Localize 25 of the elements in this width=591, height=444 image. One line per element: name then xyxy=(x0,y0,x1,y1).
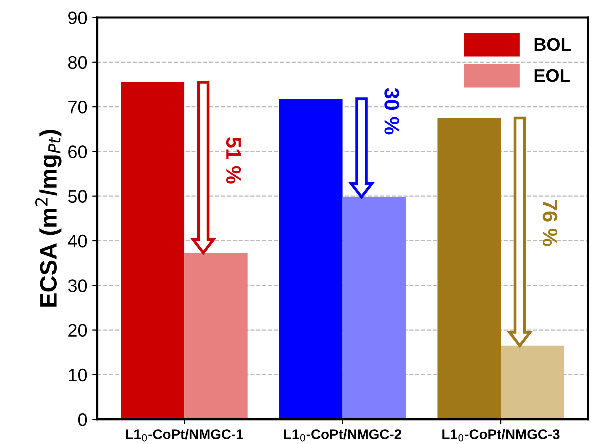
bar xyxy=(121,82,185,420)
y-tick-label: 20 xyxy=(68,324,88,338)
x-tick-label: L1$_{0}$-CoPt/NMGC-3 xyxy=(442,429,560,442)
bar xyxy=(184,253,248,420)
y-tick-label: 10 xyxy=(69,368,88,382)
y-tick-label: 70 xyxy=(68,100,88,114)
y-tick-label: 90 xyxy=(68,12,88,24)
bar xyxy=(342,197,406,420)
legend-label: EOL xyxy=(534,69,570,82)
y-tick-label: 0 xyxy=(78,414,88,426)
annotation: 76 % xyxy=(542,200,558,246)
bar xyxy=(279,99,343,420)
bar xyxy=(501,346,564,420)
legend-label: BOL xyxy=(534,38,572,52)
bar xyxy=(438,118,502,420)
y-tick-label: 30 xyxy=(68,280,88,292)
annotation: 51 % xyxy=(226,138,242,184)
y-axis-title: ECSA (m$^{2}$/mg$_{Pt}$) xyxy=(35,130,62,307)
x-tick-label: L1$_{0}$-CoPt/NMGC-2 xyxy=(284,429,402,442)
y-tick-label: 60 xyxy=(68,146,88,158)
x-tick-label: L1$_{0}$-CoPt/NMGC-1 xyxy=(126,429,244,442)
annotation: 30 % xyxy=(384,88,400,135)
y-tick-label: 40 xyxy=(68,234,88,248)
y-tick-label: 80 xyxy=(68,56,88,70)
y-tick-label: 50 xyxy=(68,190,88,204)
